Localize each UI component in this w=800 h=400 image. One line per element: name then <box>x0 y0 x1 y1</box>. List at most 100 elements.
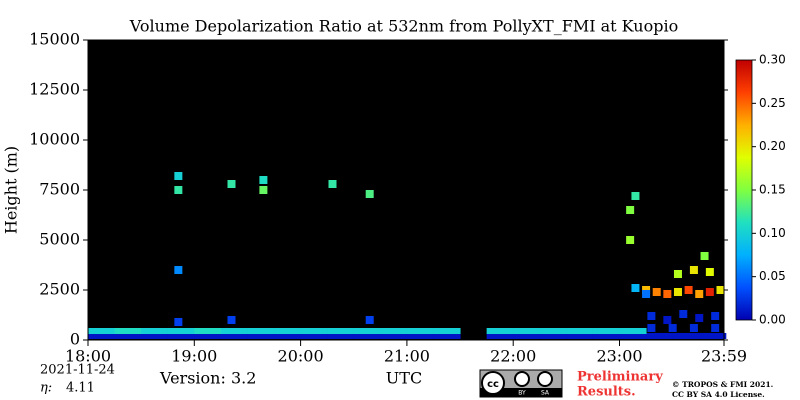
heat-cell <box>328 180 337 188</box>
colorbar-tick-label: 0.20 <box>759 139 786 153</box>
heat-cell <box>647 324 656 332</box>
heat-cell <box>663 290 672 298</box>
heat-cell <box>699 333 727 339</box>
plot-area <box>88 172 727 339</box>
version: Version: 3.2 <box>159 369 256 388</box>
eta-label: η: <box>40 381 52 396</box>
heat-cell <box>247 333 275 339</box>
heat-cell <box>539 328 567 334</box>
heat-cell <box>141 333 169 339</box>
heat-cell <box>705 268 714 276</box>
heat-cell <box>194 328 222 334</box>
heat-cell <box>220 328 248 334</box>
heat-cell <box>673 270 682 278</box>
heat-cell <box>300 333 328 339</box>
y-tick-label: 12500 <box>29 80 80 99</box>
heat-cell <box>167 328 195 334</box>
heat-cell <box>716 286 725 294</box>
heat-cell <box>679 310 688 318</box>
heat-cell <box>220 333 248 339</box>
logo-text: cc <box>487 379 499 390</box>
heat-cell <box>406 333 434 339</box>
heat-cell <box>631 284 640 292</box>
y-tick-label: 10000 <box>29 130 80 149</box>
colorbar-tick-label: 0.10 <box>759 226 786 240</box>
x-tick-label: 22:00 <box>490 347 536 366</box>
y-tick-label: 2500 <box>39 280 80 299</box>
heat-cell <box>626 206 635 214</box>
heat-cell <box>673 288 682 296</box>
logo-circle <box>481 371 505 395</box>
copyright: CC BY SA 4.0 License. <box>672 390 765 399</box>
heat-cell <box>663 316 672 324</box>
heat-cell <box>700 252 709 260</box>
heat-cell <box>174 266 183 274</box>
heat-cell <box>300 328 328 334</box>
heat-cell <box>227 180 236 188</box>
heat-cell <box>114 333 142 339</box>
heat-cell <box>380 333 408 339</box>
heat-cell <box>365 190 374 198</box>
heat-cell <box>365 316 374 324</box>
heat-cell <box>274 328 302 334</box>
heat-cell <box>619 328 647 334</box>
colorbar-tick-label: 0.00 <box>759 313 786 327</box>
heat-cell <box>652 288 661 296</box>
heat-cell <box>592 328 621 334</box>
eta-value: 4.11 <box>66 381 95 396</box>
heat-cell <box>711 324 720 332</box>
heat-cell <box>433 328 461 334</box>
heat-cell <box>631 192 640 200</box>
chart-title: Volume Depolarization Ratio at 532nm fro… <box>129 17 678 36</box>
copyright: © TROPOS & FMI 2021. <box>672 380 773 389</box>
colorbar-tick-label: 0.25 <box>759 96 786 110</box>
heat-cell <box>486 333 514 339</box>
heat-cell <box>695 290 704 298</box>
heat-cell <box>695 314 704 322</box>
heat-cell <box>647 312 656 320</box>
logo-circle <box>537 371 553 387</box>
y-tick-label: 5000 <box>39 230 80 249</box>
y-tick-label: 7500 <box>39 180 80 199</box>
heat-cell <box>689 324 698 332</box>
x-tick-label: 23:59 <box>701 347 747 366</box>
heat-cell <box>141 328 169 334</box>
heat-cell <box>88 328 116 334</box>
heat-cell <box>626 236 635 244</box>
notice: Results. <box>577 385 636 400</box>
heat-cell <box>539 333 567 339</box>
colorbar-tick-label: 0.15 <box>759 183 786 197</box>
heat-cell <box>174 318 183 326</box>
colorbar-tick-label: 0.05 <box>759 269 786 283</box>
heat-cell <box>646 333 674 339</box>
heat-cell <box>566 328 594 334</box>
heat-cell <box>672 333 700 339</box>
heat-cell <box>705 288 714 296</box>
heat-cell <box>194 333 222 339</box>
heat-cell <box>380 328 408 334</box>
heat-cell <box>259 176 268 184</box>
heat-cell <box>513 333 541 339</box>
y-axis-label: Height (m) <box>2 146 21 234</box>
notice: Preliminary <box>577 370 663 385</box>
heat-cell <box>689 266 698 274</box>
heat-cell <box>167 333 195 339</box>
heat-cell <box>247 328 275 334</box>
heat-cell <box>711 312 720 320</box>
heat-cell <box>642 290 651 298</box>
heat-cell <box>259 186 268 194</box>
heat-cell <box>88 333 116 339</box>
heat-cell <box>353 333 381 339</box>
logo-text: BY <box>518 390 526 397</box>
heat-cell <box>486 328 514 334</box>
x-tick-label: 18:00 <box>65 347 111 366</box>
date: 2021-11-24 <box>40 363 115 378</box>
heat-cell <box>668 324 677 332</box>
heat-cell <box>114 328 142 334</box>
logo-band <box>480 388 562 397</box>
heat-cell <box>227 316 236 324</box>
heat-cell <box>274 333 302 339</box>
heat-cell <box>619 333 647 339</box>
logo-text: SA <box>541 390 550 397</box>
heat-cell <box>592 333 621 339</box>
